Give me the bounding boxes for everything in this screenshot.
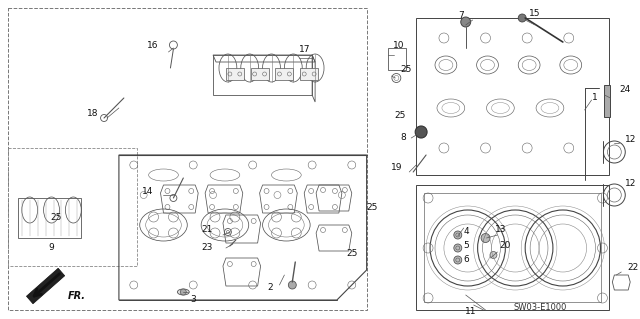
Circle shape <box>180 289 186 295</box>
Text: 25: 25 <box>347 249 358 257</box>
Circle shape <box>461 17 470 27</box>
Text: 25: 25 <box>367 204 378 212</box>
Polygon shape <box>226 68 244 80</box>
Bar <box>424 193 602 302</box>
Text: 12: 12 <box>625 136 637 145</box>
Circle shape <box>518 14 526 22</box>
Text: 3: 3 <box>190 295 196 305</box>
Text: 17: 17 <box>300 46 311 55</box>
Bar <box>604 85 611 117</box>
Bar <box>8 8 367 310</box>
Text: 19: 19 <box>391 164 403 173</box>
Text: FR.: FR. <box>67 291 85 301</box>
Text: 20: 20 <box>499 241 511 250</box>
Text: 5: 5 <box>464 241 470 250</box>
Circle shape <box>415 126 427 138</box>
Circle shape <box>289 281 296 289</box>
Text: 10: 10 <box>392 41 404 50</box>
Text: 4: 4 <box>464 227 469 236</box>
Polygon shape <box>300 68 318 80</box>
Text: 9: 9 <box>49 243 54 253</box>
Text: 16: 16 <box>147 41 159 50</box>
Bar <box>388 48 406 70</box>
Text: 25: 25 <box>394 110 406 120</box>
Polygon shape <box>275 68 293 80</box>
Text: SW03-E1000: SW03-E1000 <box>513 303 567 313</box>
Circle shape <box>454 256 461 264</box>
Text: 21: 21 <box>202 226 213 234</box>
Text: 8: 8 <box>401 133 406 143</box>
Text: 24: 24 <box>620 85 630 94</box>
Circle shape <box>490 251 497 258</box>
Circle shape <box>454 231 461 239</box>
Text: 25: 25 <box>50 213 61 222</box>
Text: 23: 23 <box>202 243 213 253</box>
Text: 7: 7 <box>458 11 464 20</box>
Text: 13: 13 <box>495 226 507 234</box>
Text: 2: 2 <box>267 284 273 293</box>
Text: 12: 12 <box>625 179 637 188</box>
Circle shape <box>481 234 490 242</box>
Text: 18: 18 <box>86 108 98 117</box>
Polygon shape <box>251 68 269 80</box>
Ellipse shape <box>177 289 189 295</box>
Text: 1: 1 <box>591 93 597 101</box>
Text: 22: 22 <box>627 263 639 272</box>
Text: 14: 14 <box>142 188 154 197</box>
Text: 25: 25 <box>401 65 412 75</box>
Text: 15: 15 <box>529 10 540 19</box>
Bar <box>8 148 137 266</box>
Text: 11: 11 <box>465 308 476 316</box>
Polygon shape <box>26 268 65 304</box>
Circle shape <box>454 244 461 252</box>
Text: 6: 6 <box>464 256 470 264</box>
